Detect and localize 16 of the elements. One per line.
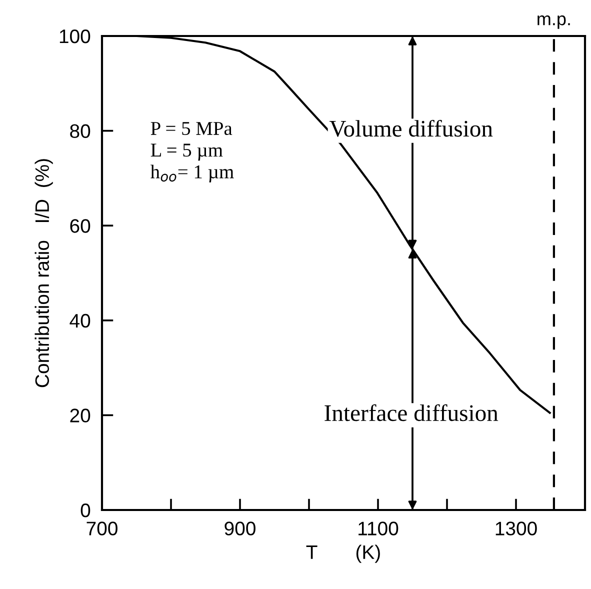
y-tick-label: 100 — [60, 29, 90, 44]
x-axis-title: T (K) — [306, 544, 380, 563]
y-tick-label: 40 — [70, 314, 90, 328]
annotation: P = 5 MPa L = 5 µm h$_{oo}$= 1 µm — [150, 122, 234, 182]
y-tick-label: 0 — [80, 503, 90, 518]
annotation: Volume diffusion — [330, 120, 493, 137]
ref-line-label: m.p. — [538, 15, 570, 29]
x-tick-label: 900 — [224, 522, 256, 536]
y-tick-label: 20 — [70, 408, 90, 422]
x-tick-label: 700 — [86, 522, 118, 536]
x-tick-label: 1300 — [496, 522, 537, 536]
y-tick-label: 60 — [70, 219, 90, 233]
y-tick-label: 80 — [70, 124, 90, 138]
y-axis-title: Contribution ratio I/D (%) — [34, 159, 53, 388]
x-tick-label: 1100 — [358, 522, 398, 536]
annotation: Interface diffusion — [324, 404, 498, 422]
